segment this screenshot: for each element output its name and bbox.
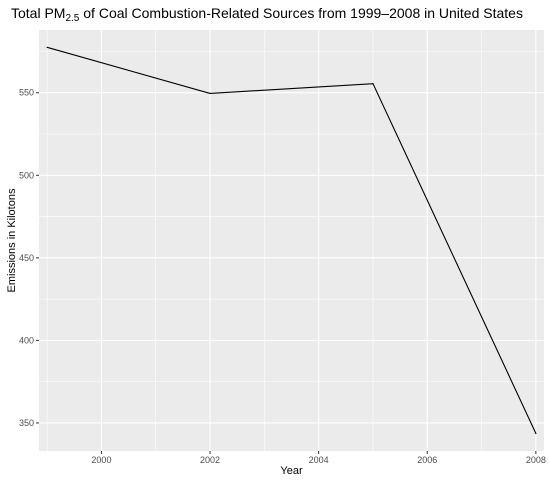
x-tick-label: 2008: [526, 455, 546, 465]
x-tick-label: 2002: [200, 455, 220, 465]
y-axis-title: Emissions in Kilotons: [6, 188, 18, 292]
y-tick-label: 550: [19, 88, 34, 98]
x-axis: 2000 2002 2004 2006 2008: [91, 451, 546, 465]
plot-panel: [39, 30, 544, 451]
y-tick-label: 350: [19, 418, 34, 428]
x-tick-label: 2004: [309, 455, 329, 465]
chart-title: Total PM2.5 of Coal Combustion-Related S…: [11, 5, 523, 24]
x-tick-label: 2000: [91, 455, 111, 465]
data-point: [209, 92, 211, 94]
series-group: [46, 46, 537, 435]
y-tick-label: 450: [19, 253, 34, 263]
data-point: [46, 46, 48, 48]
y-tick-label: 500: [19, 170, 34, 180]
x-tick-label: 2006: [417, 455, 437, 465]
chart-title-subscript: 2.5: [65, 13, 80, 24]
series-line: [46, 46, 537, 434]
data-point: [372, 83, 374, 85]
chart-title-suffix: of Coal Combustion-Related Sources from …: [79, 5, 523, 21]
grid-major: [39, 30, 544, 451]
data-point: [535, 432, 537, 435]
grid-minor: [39, 30, 544, 451]
x-axis-title: Year: [280, 465, 303, 477]
y-tick-label: 400: [19, 335, 34, 345]
chart-title-prefix: Total PM: [11, 5, 66, 21]
y-axis: 350 400 450 500 550: [19, 88, 39, 428]
